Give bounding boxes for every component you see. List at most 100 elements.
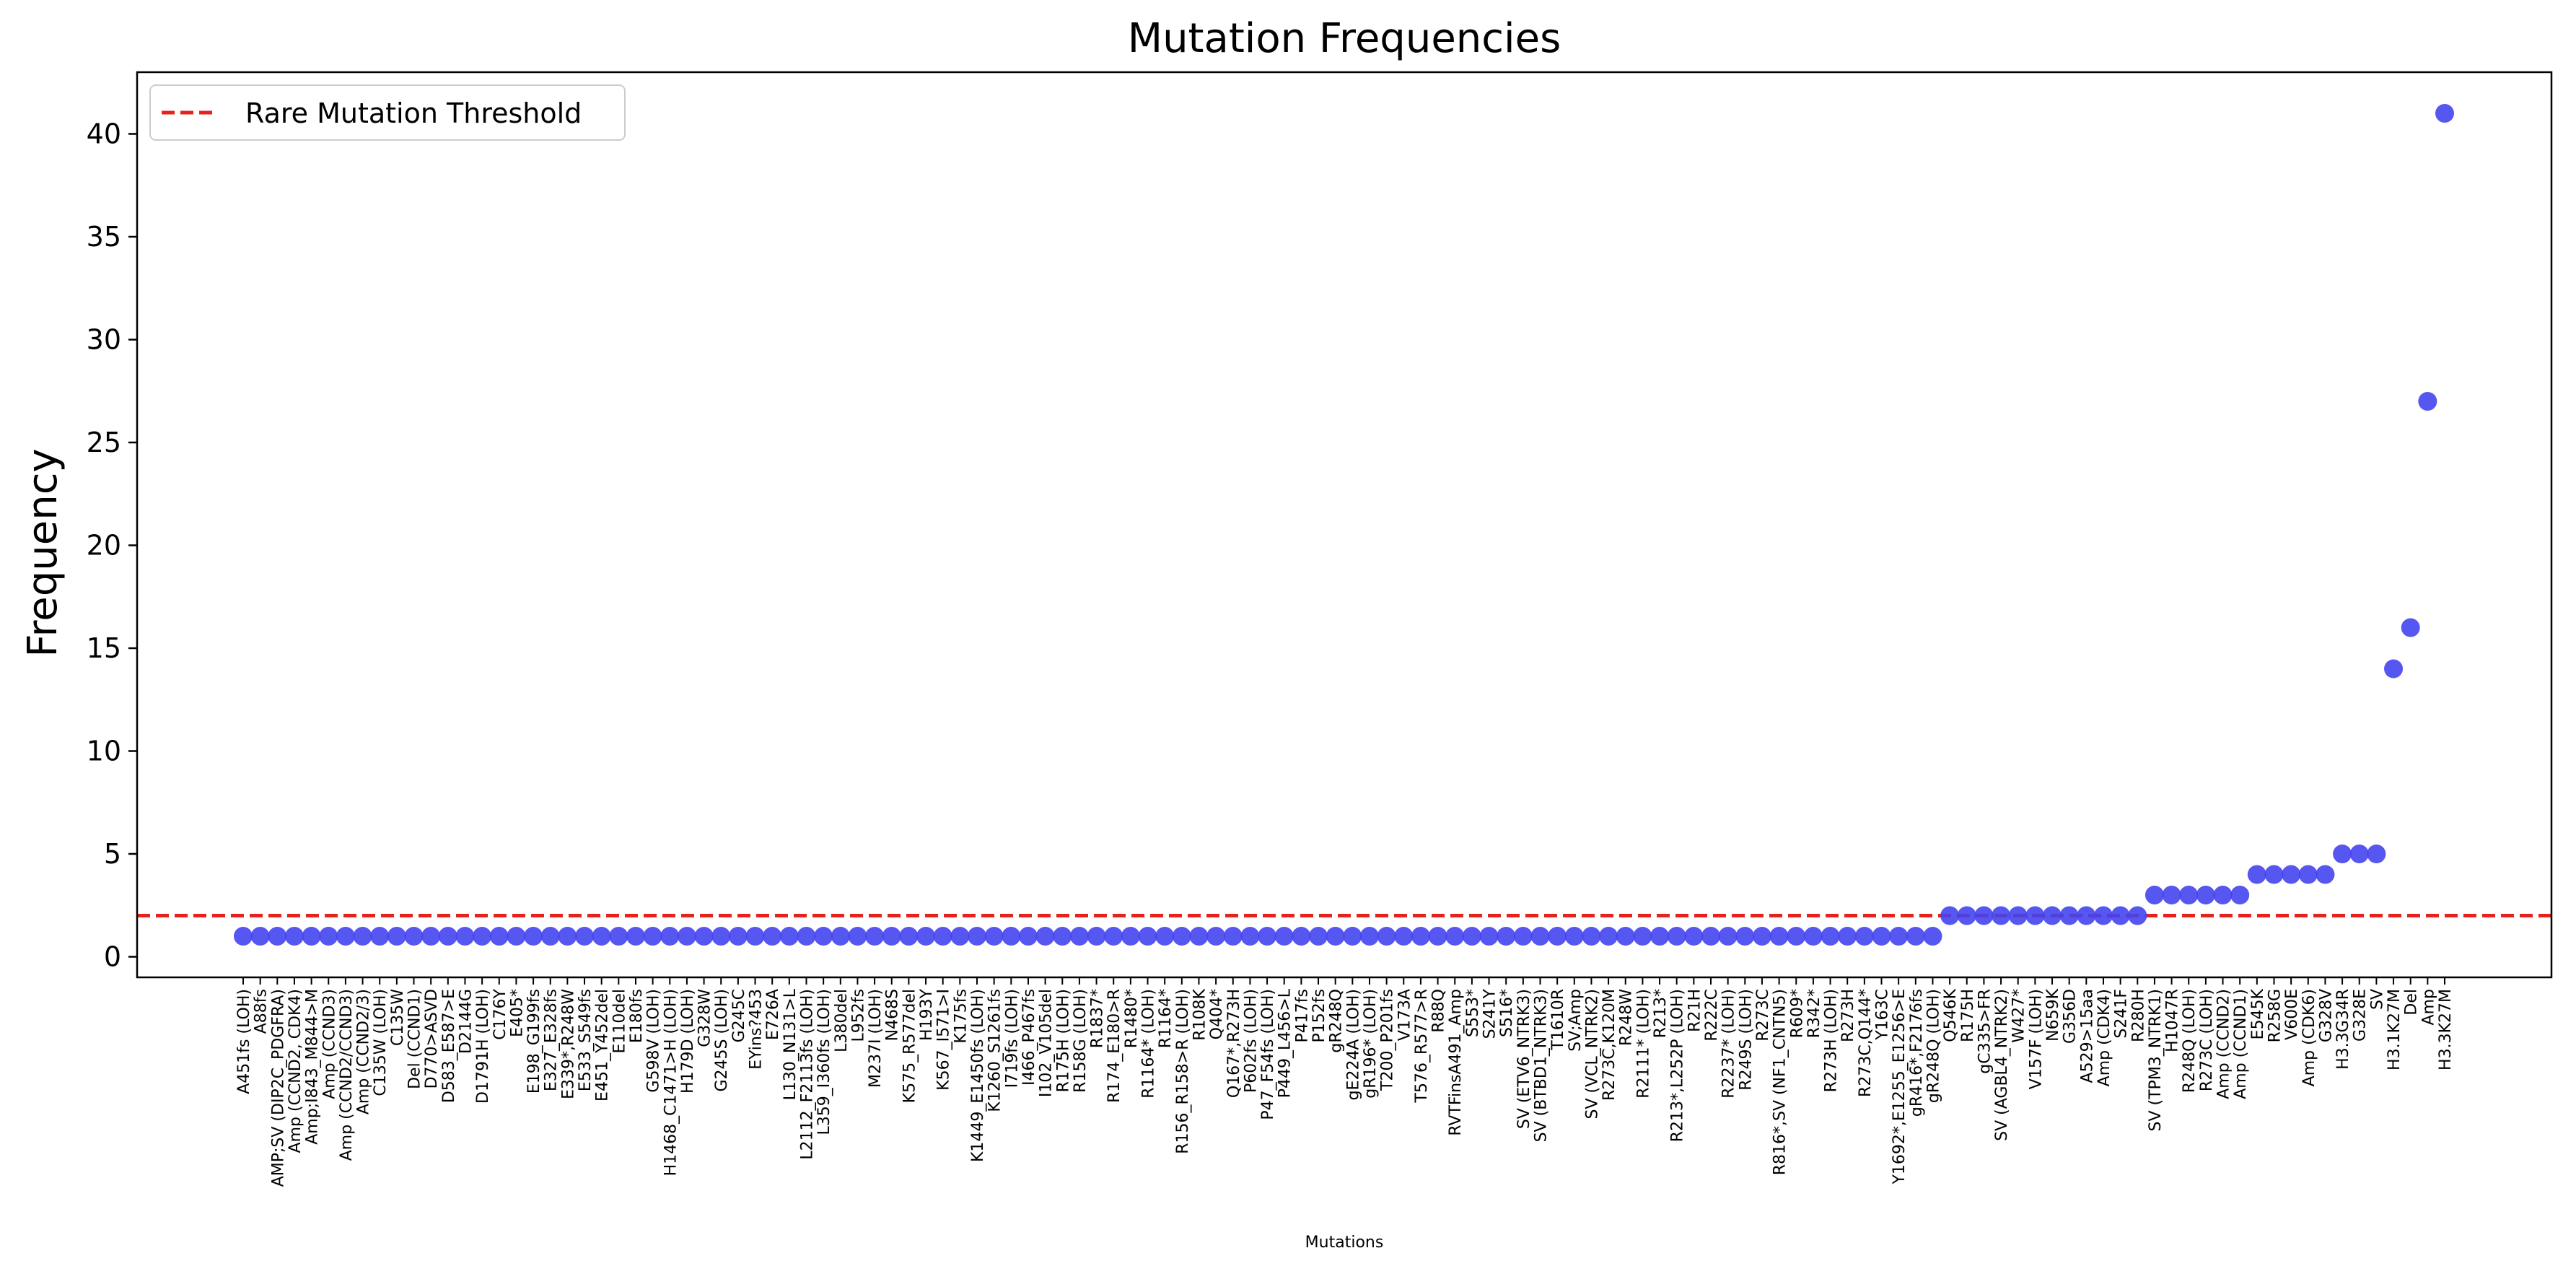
- data-point: [1718, 927, 1738, 946]
- data-point: [1582, 927, 1601, 946]
- x-tick-label: R213*: [1652, 989, 1670, 1038]
- x-tick-label: S553*: [1464, 989, 1482, 1037]
- data-point: [1018, 927, 1038, 946]
- x-tick-label: gE224A (LOH): [1344, 989, 1362, 1100]
- y-tick-label: 0: [104, 941, 121, 973]
- data-point: [677, 927, 696, 946]
- data-point: [968, 927, 986, 946]
- x-tick-label: H179D (LOH): [679, 989, 697, 1094]
- data-point: [2196, 886, 2215, 904]
- x-tick-label: Amp (CDK6): [2300, 989, 2318, 1086]
- data-point: [2128, 906, 2147, 925]
- data-point: [728, 927, 748, 946]
- data-point: [1803, 927, 1823, 946]
- x-tick-label: T1610R: [1549, 989, 1567, 1051]
- x-tick-label: S241Y: [1481, 988, 1499, 1039]
- data-point: [489, 927, 509, 946]
- x-tick-label: Amp;I843_M844>M: [304, 989, 322, 1145]
- data-point: [933, 927, 952, 946]
- x-tick-label: G328V: [2317, 989, 2335, 1042]
- y-tick-label: 40: [87, 118, 121, 150]
- data-point: [1394, 927, 1414, 946]
- x-tick-label: K1449_E1450fs (LOH): [969, 989, 987, 1162]
- x-tick-label: D2144G: [457, 989, 475, 1054]
- data-point: [1121, 927, 1140, 946]
- data-point: [1053, 927, 1072, 946]
- x-tick-label: A88fs: [253, 989, 271, 1034]
- x-tick-label: SV (BTBD1_NTRK3): [1532, 989, 1550, 1142]
- x-tick-label: A451fs (LOH): [235, 989, 253, 1094]
- x-tick-label: RVTFinsA491_Amp: [1447, 989, 1465, 1136]
- x-tick-label: gR196* (LOH): [1362, 989, 1380, 1099]
- x-tick-label: SV (VCL_NTRK2): [1583, 989, 1601, 1119]
- x-tick-label: R222C: [1703, 989, 1721, 1042]
- data-point: [1428, 927, 1447, 946]
- data-point: [1377, 927, 1396, 946]
- data-point: [643, 927, 662, 946]
- data-point: [831, 927, 850, 946]
- data-point: [1787, 927, 1806, 946]
- x-tick-label: SV: [2368, 989, 2386, 1010]
- data-point: [2435, 104, 2454, 123]
- x-tick-label: W427*: [2010, 989, 2028, 1043]
- x-tick-label: P449_L456>L: [1276, 988, 1294, 1098]
- x-tick-label: Amp (CCND3): [320, 989, 338, 1099]
- x-tick-label: G356D: [2062, 989, 2080, 1044]
- data-point: [1564, 927, 1584, 946]
- data-point: [2384, 659, 2404, 679]
- x-tick-label: I466_P467fs: [1020, 989, 1038, 1086]
- x-tick-label: E327_E328fs: [543, 989, 561, 1091]
- data-point: [1497, 927, 1516, 946]
- x-tick-label: Del (CCND1): [406, 989, 424, 1089]
- x-tick-label: E180fs: [628, 989, 646, 1043]
- x-tick-label: P417fs: [1293, 989, 1311, 1042]
- data-point: [1172, 927, 1191, 946]
- x-tick-label: E533_S549fs: [577, 989, 595, 1091]
- x-tick-label: R248W: [1618, 989, 1636, 1046]
- data-point: [1411, 927, 1430, 946]
- x-tick-label: R156_R158>R (LOH): [1174, 989, 1192, 1154]
- x-tick-label: C135W (LOH): [372, 989, 390, 1096]
- x-tick-label: Amp (CDK4): [2095, 989, 2113, 1086]
- data-point: [592, 927, 611, 946]
- x-tick-label: V157F (LOH): [2027, 989, 2045, 1089]
- data-point: [1633, 927, 1652, 946]
- data-point: [1479, 927, 1499, 946]
- x-tick-label: E726A: [764, 989, 782, 1040]
- x-tick-label: R273C (LOH): [2198, 989, 2216, 1091]
- data-point: [1992, 906, 2011, 925]
- legend-threshold-label: Rare Mutation Threshold: [245, 97, 582, 129]
- data-point: [2264, 865, 2284, 884]
- x-tick-label: H3.1K27M: [2386, 989, 2404, 1070]
- x-tick-label: N659K: [2044, 988, 2062, 1041]
- data-point: [250, 927, 270, 946]
- data-point: [2247, 865, 2266, 884]
- data-point: [1035, 927, 1055, 946]
- data-point: [609, 927, 628, 946]
- data-point: [1343, 927, 1362, 946]
- x-tick-label: L130_N131>L: [781, 988, 799, 1100]
- data-point: [302, 927, 321, 946]
- data-point: [1189, 927, 1209, 946]
- x-tick-label: SV (AGBL4_NTRK2): [1993, 989, 2011, 1141]
- x-tick-label: L380del: [833, 989, 851, 1052]
- data-point: [745, 927, 765, 946]
- y-axis-label: Frequency: [19, 448, 66, 657]
- x-tick-label: R2237* (LOH): [1720, 989, 1738, 1099]
- data-point: [1957, 906, 1976, 925]
- data-point: [797, 927, 816, 946]
- x-tick-label: R248Q (LOH): [2181, 989, 2199, 1093]
- data-point: [2418, 392, 2437, 411]
- x-tick-label: S516*: [1498, 989, 1516, 1037]
- y-tick-label: 10: [87, 736, 121, 767]
- x-tick-label: C176Y: [491, 988, 509, 1039]
- data-point: [1240, 927, 1260, 946]
- data-point: [284, 927, 304, 946]
- data-point: [711, 927, 731, 946]
- x-tick-label: R249S (LOH): [1737, 989, 1755, 1091]
- x-tick-label: E405*: [508, 989, 526, 1037]
- x-tick-label: Amp (CCND1): [2232, 989, 2250, 1099]
- data-point: [2043, 906, 2062, 925]
